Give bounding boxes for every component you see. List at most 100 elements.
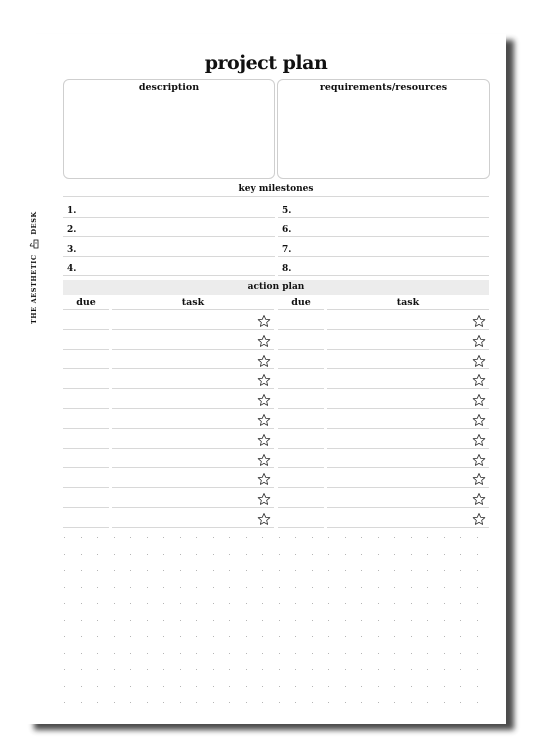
due-line[interactable] [63,507,109,508]
grid-dot [460,669,461,670]
task-line[interactable] [327,526,489,528]
grid-dot [113,619,115,621]
star-outline-icon[interactable] [472,313,486,327]
star-outline-icon[interactable] [257,313,271,327]
task-line[interactable] [327,388,489,390]
milestone-line[interactable] [278,217,489,218]
milestone-line[interactable] [63,256,275,257]
grid-dot [163,685,164,687]
star-outline-icon[interactable] [472,372,486,387]
due-line[interactable] [63,348,109,350]
grid-dot [113,603,115,604]
milestone-line[interactable] [63,217,275,218]
task-line[interactable] [112,526,274,528]
task-line[interactable] [112,368,274,370]
star-outline-icon[interactable] [472,392,486,407]
milestone-line[interactable] [63,236,275,237]
star-outline-icon[interactable] [257,353,271,367]
due-line[interactable] [278,348,324,350]
grid-dot [295,669,296,670]
grid-dot [64,537,65,538]
task-line[interactable] [112,467,274,469]
task-line[interactable] [112,348,274,350]
grid-dot [179,619,181,621]
grid-dot [427,636,428,637]
star-outline-icon[interactable] [472,511,486,525]
grid-dot [460,619,461,621]
due-line[interactable] [278,447,324,449]
star-outline-icon[interactable] [257,333,271,347]
grid-dot [245,553,247,555]
grid-dot [113,570,115,571]
task-line[interactable] [327,408,489,409]
star-outline-icon[interactable] [257,491,271,506]
grid-dot [476,537,478,538]
star-outline-icon[interactable] [472,412,486,426]
due-line[interactable] [63,368,109,370]
due-line[interactable] [63,328,109,330]
star-outline-icon[interactable] [472,452,486,466]
star-outline-icon[interactable] [472,491,486,506]
grid-dot [377,537,379,538]
milestone-line[interactable] [63,275,275,276]
star-outline-icon[interactable] [257,412,271,426]
task-line[interactable] [112,507,274,508]
due-line[interactable] [278,487,324,489]
star-outline-icon[interactable] [257,511,271,525]
task-line[interactable] [112,388,274,390]
header-rule [63,309,109,310]
star-outline-icon[interactable] [257,471,271,486]
star-outline-icon[interactable] [257,372,271,387]
task-line[interactable] [112,487,274,489]
task-line[interactable] [112,447,274,449]
grid-dot [295,553,296,555]
milestone-line[interactable] [278,236,489,237]
milestone-line[interactable] [278,256,489,257]
planner-page: project plan description requirements/re… [26,34,506,724]
star-outline-icon[interactable] [472,432,486,446]
task-line[interactable] [327,507,489,508]
star-outline-icon[interactable] [472,333,486,347]
grid-dot [196,702,197,703]
grid-dot [97,652,98,654]
grid-dot [97,603,98,604]
task-line[interactable] [327,447,489,449]
star-outline-icon[interactable] [472,471,486,486]
due-line[interactable] [278,467,324,469]
due-line[interactable] [278,427,324,429]
grid-dot [427,669,428,670]
due-line[interactable] [63,467,109,469]
star-outline-icon[interactable] [257,432,271,446]
due-line[interactable] [63,487,109,489]
task-line[interactable] [112,328,274,330]
due-line[interactable] [63,408,109,409]
due-line[interactable] [63,388,109,390]
due-line[interactable] [278,328,324,330]
milestone-line[interactable] [278,275,489,276]
due-line[interactable] [63,447,109,449]
star-outline-icon[interactable] [472,353,486,367]
star-outline-icon[interactable] [257,452,271,466]
due-line[interactable] [278,388,324,390]
grid-dot [196,537,197,538]
due-line[interactable] [278,507,324,508]
star-outline-icon[interactable] [257,392,271,407]
task-line[interactable] [327,368,489,370]
task-line[interactable] [327,427,489,429]
due-line[interactable] [63,526,109,528]
due-line[interactable] [63,427,109,429]
due-line[interactable] [278,368,324,370]
grid-dot [80,636,82,637]
requirements-box[interactable]: requirements/resources [277,79,490,179]
task-line[interactable] [112,427,274,429]
task-line[interactable] [327,467,489,469]
task-line[interactable] [327,348,489,350]
task-line[interactable] [112,408,274,409]
due-line[interactable] [278,408,324,409]
task-line[interactable] [327,328,489,330]
task-line[interactable] [327,487,489,489]
due-line[interactable] [278,526,324,528]
grid-dot [262,652,263,654]
description-box[interactable]: description [63,79,275,179]
grid-dot [262,636,263,637]
